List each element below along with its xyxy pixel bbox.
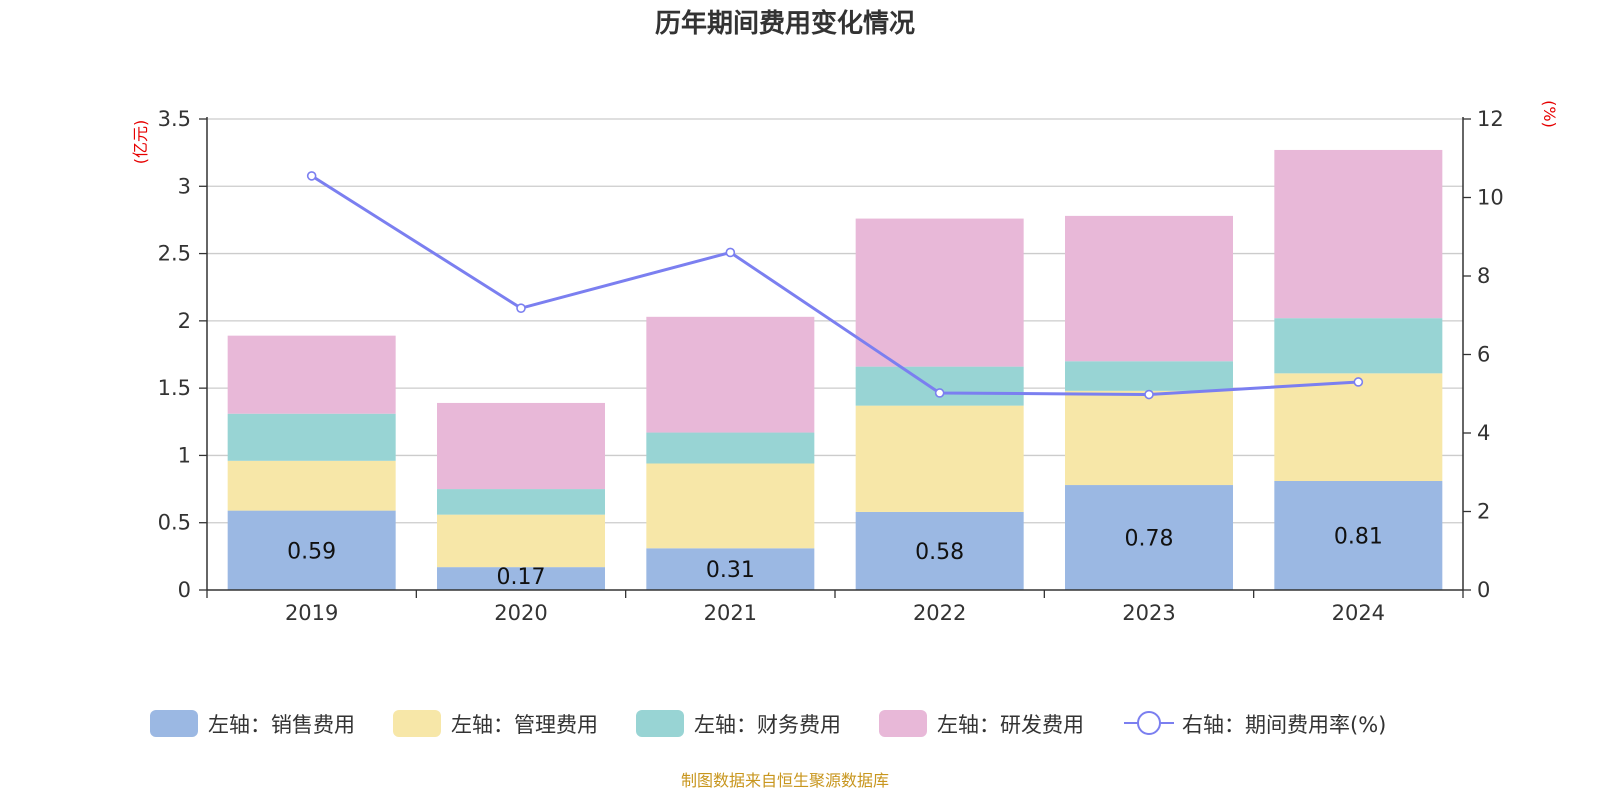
rate-point [725,247,736,258]
bar-segment [646,432,815,464]
bar-data-label: 0.81 [1334,524,1383,549]
x-axis-tick-label: 2024 [1332,601,1385,625]
bar-segment [646,316,815,433]
line-series [306,171,1364,400]
x-axis-tick-label: 2021 [704,601,757,625]
bar-segment [1065,390,1233,486]
left-axis-tick-label: 3.5 [158,107,191,131]
x-axis-tick-label: 2020 [494,601,547,625]
bar-segment [1274,318,1443,374]
bar-data-label: 0.59 [287,539,336,564]
rate-line [310,174,1359,397]
legend-label: 左轴：研发费用 [937,713,1084,737]
bar-segment [227,460,396,511]
legend-label: 右轴：期间费用率(%) [1182,713,1386,737]
right-axis-tick-label: 10 [1477,186,1504,210]
rate-point [306,171,317,181]
bar-segment [1274,373,1443,481]
right-axis-tick-label: 12 [1477,107,1504,131]
bar-segment [227,413,396,461]
bar-segment [437,514,605,568]
bar-segment [1065,361,1233,391]
bar-segment [855,405,1024,512]
bar-segment [855,511,1024,590]
bar-segment [227,510,396,590]
bar-segment [437,402,605,490]
right-axis-unit: (%) [1540,100,1559,128]
bar-segment [437,489,605,515]
x-axis-tick-label: 2022 [913,601,966,625]
legend-line-marker [1137,711,1161,735]
left-axis-tick-label: 1.5 [158,376,191,400]
rate-point [1353,377,1364,387]
bar-segment [855,218,1024,367]
left-axis-tick-label: 2 [178,309,191,333]
axes: 0 0.5 1 1.5 2 2.5 3 3.5 0 2 4 6 8 10 12 2019 2020 2021 202… [158,107,1504,625]
right-axis-tick-label: 8 [1477,264,1490,288]
legend-label: 左轴：管理费用 [451,713,598,737]
rate-point [1144,389,1154,400]
right-axis-tick-label: 6 [1477,343,1490,367]
bar-data-label: 0.17 [497,565,546,590]
rate-point [934,388,945,398]
legend-swatch [393,710,441,737]
rate-point [516,303,526,313]
data-labels: 0.59 0.17 0.31 0.58 0.78 0.81 [287,524,1383,590]
bar-series [227,149,1443,590]
left-axis-tick-label: 0 [178,578,191,602]
bar-segment [227,335,396,414]
left-axis-tick-label: 1 [178,443,191,467]
left-axis-tick-label: 0.5 [158,511,191,535]
legend-swatch [879,710,927,737]
bar-data-label: 0.58 [915,540,964,565]
x-axis-tick-label: 2023 [1122,601,1175,625]
bar-segment [1274,149,1443,319]
chart-title: 历年期间费用变化情况 [655,8,915,39]
right-axis-tick-label: 4 [1477,421,1490,445]
bar-segment [437,567,605,590]
bar-segment [646,548,815,590]
legend-label: 左轴：销售费用 [208,713,355,737]
bar-segment [1065,485,1233,590]
legend: 左轴：销售费用 左轴：管理费用 左轴：财务费用 左轴：研发费用 右轴：期间费用率(%) [150,710,1386,737]
bar-segment [855,366,1024,406]
legend-swatch [636,710,684,737]
legend-swatch [150,710,198,737]
left-axis-unit: (亿元) [131,120,150,165]
right-axis-tick-label: 2 [1477,500,1490,524]
bar-segment [1274,480,1443,590]
left-axis-tick-label: 2.5 [158,242,191,266]
bar-segment [646,463,815,549]
bar-data-label: 0.31 [706,558,755,583]
bar-data-label: 0.78 [1125,527,1174,552]
x-axis-tick-label: 2019 [285,601,338,625]
left-axis-tick-label: 3 [178,174,191,198]
source-note: 制图数据来自恒生聚源数据库 [681,771,889,790]
legend-label: 左轴：财务费用 [694,713,841,737]
bar-segment [1065,215,1233,362]
grid-lines [207,118,1463,524]
right-axis-tick-label: 0 [1477,578,1490,602]
